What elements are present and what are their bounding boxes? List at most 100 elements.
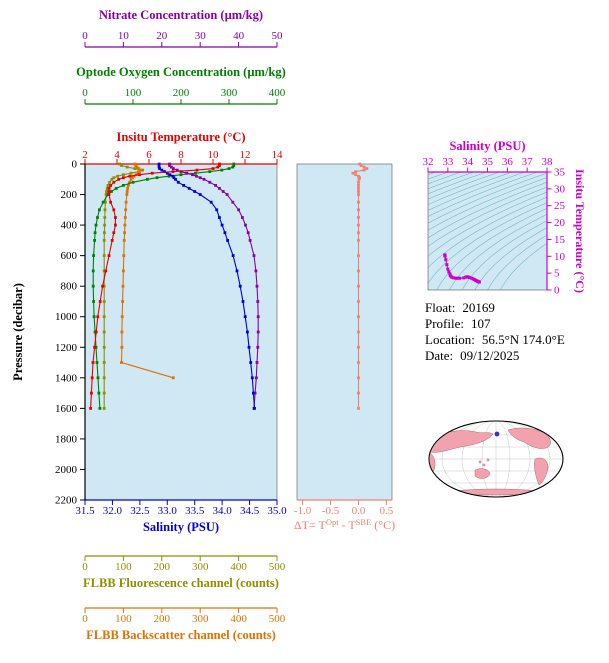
svg-text:30: 30 [554, 183, 566, 195]
info-location: Location: 56.5°N 174.0°E [425, 332, 565, 348]
info-profile-label: Profile: [425, 316, 464, 331]
svg-text:50: 50 [272, 30, 284, 42]
x-axis-backscatter: 0 100 200 300 400 500 FLBB Backscatter channel… [82, 607, 286, 642]
svg-text:35.0: 35.0 [267, 505, 287, 517]
svg-text:0.0: 0.0 [352, 505, 366, 517]
svg-text:200: 200 [173, 87, 190, 99]
svg-text:FLBB Backscatter channel (coun: FLBB Backscatter channel (counts) [86, 628, 276, 642]
svg-text:32: 32 [423, 156, 434, 168]
svg-text:800: 800 [61, 281, 78, 293]
svg-text:100: 100 [115, 561, 132, 573]
x-axis-oxygen: 0 100 200 300 400 Optode Oxygen Concentration… [76, 65, 286, 105]
series-ts [443, 253, 481, 284]
float-info-block: Float: 20169 Profile: 107 Location: 56.5°N … [425, 300, 565, 364]
svg-text:20: 20 [156, 30, 168, 42]
svg-text:4: 4 [114, 149, 120, 161]
svg-text:6: 6 [146, 149, 152, 161]
svg-text:14: 14 [272, 149, 284, 161]
svg-text:1000: 1000 [55, 311, 78, 323]
svg-text:0: 0 [72, 159, 78, 171]
svg-text:2000: 2000 [55, 464, 78, 476]
delta-t-panel: -1.0 -0.5 0.0 0.5ΔT= TOpt - TSBE (°C) [294, 162, 395, 532]
svg-text:200: 200 [154, 613, 171, 625]
svg-text:34: 34 [462, 156, 474, 168]
info-profile-value: 107 [471, 316, 491, 331]
x-axis-fluorescence: 0 100 200 300 400 500 FLBB Fluorescence channe… [82, 555, 286, 590]
svg-text:12: 12 [240, 149, 251, 161]
svg-text:32.0: 32.0 [103, 505, 123, 517]
x-axis-temperature: 2 4 6 8 10 12 14 Insitu Temperature (°C) [82, 130, 284, 165]
svg-text:10: 10 [208, 149, 220, 161]
svg-text:200: 200 [61, 189, 78, 201]
svg-text:20: 20 [554, 217, 566, 229]
info-date-label: Date: [425, 348, 454, 363]
series-nitrate [168, 162, 260, 410]
svg-text:Salinity (PSU): Salinity (PSU) [449, 139, 525, 153]
x-axis-salinity: 31.5 32.0 32.5 33.0 33.5 34.0 34.5 35.0 Salinity… [75, 499, 287, 534]
series-salinity [157, 162, 256, 410]
svg-text:300: 300 [192, 561, 209, 573]
info-location-label: Location: [425, 332, 475, 347]
svg-text:31.5: 31.5 [75, 505, 95, 517]
svg-text:400: 400 [230, 561, 247, 573]
svg-text:ΔT= TOpt - TSBE (°C): ΔT= TOpt - TSBE (°C) [294, 517, 395, 532]
svg-text:-1.0: -1.0 [294, 505, 312, 517]
svg-text:100: 100 [115, 613, 132, 625]
svg-text:25: 25 [554, 200, 566, 212]
y-axis-pressure: 0 200 400 600 800 1000 1200 1400 1600 1800 2000 220… [11, 159, 86, 507]
svg-text:0: 0 [82, 30, 88, 42]
svg-text:33.5: 33.5 [185, 505, 205, 517]
series-backscatter [120, 162, 175, 380]
svg-text:Nitrate Concentration (µm/kg): Nitrate Concentration (µm/kg) [99, 8, 263, 22]
svg-text:38: 38 [542, 156, 554, 168]
svg-text:35: 35 [482, 156, 494, 168]
svg-text:35: 35 [554, 167, 566, 179]
svg-text:33: 33 [442, 156, 454, 168]
svg-text:-0.5: -0.5 [322, 505, 340, 517]
svg-text:600: 600 [61, 250, 78, 262]
info-float: Float: 20169 [425, 300, 565, 316]
svg-text:15: 15 [554, 234, 566, 246]
svg-text:1800: 1800 [55, 433, 78, 445]
svg-text:0.5: 0.5 [380, 505, 394, 517]
svg-text:500: 500 [269, 561, 286, 573]
svg-text:0: 0 [554, 285, 560, 297]
x-axis-nitrate: 0 10 20 30 40 50 Nitrate Concentration (µm/kg) [82, 8, 284, 48]
svg-text:Pressure (decibar): Pressure (decibar) [11, 283, 25, 381]
svg-text:1400: 1400 [55, 372, 78, 384]
svg-text:200: 200 [154, 561, 171, 573]
svg-text:2200: 2200 [55, 495, 78, 507]
svg-text:Insitu Temperature (°C): Insitu Temperature (°C) [573, 169, 587, 293]
world-map [428, 420, 564, 498]
isopycnal-contours [428, 172, 547, 290]
svg-text:FLBB Fluorescence channel (cou: FLBB Fluorescence channel (counts) [83, 576, 279, 590]
svg-text:400: 400 [230, 613, 247, 625]
svg-text:34.0: 34.0 [213, 505, 233, 517]
info-location-value: 56.5°N 174.0°E [481, 332, 565, 347]
svg-text:Salinity (PSU): Salinity (PSU) [143, 520, 219, 534]
info-float-label: Float: [425, 300, 456, 315]
svg-text:32.5: 32.5 [130, 505, 150, 517]
svg-text:100: 100 [125, 87, 142, 99]
series-temperature [89, 162, 221, 410]
svg-text:36: 36 [502, 156, 514, 168]
svg-text:1200: 1200 [55, 342, 78, 354]
series-fluorescence [102, 162, 145, 410]
info-date: Date: 09/12/2025 [425, 348, 565, 364]
svg-text:5: 5 [554, 268, 560, 280]
svg-text:40: 40 [233, 30, 245, 42]
svg-text:33.0: 33.0 [158, 505, 178, 517]
svg-text:10: 10 [554, 251, 566, 263]
info-date-value: 09/12/2025 [460, 348, 520, 363]
svg-text:8: 8 [178, 149, 184, 161]
svg-text:37: 37 [522, 156, 534, 168]
svg-text:Optode Oxygen Concentration (µ: Optode Oxygen Concentration (µm/kg) [76, 65, 286, 79]
svg-text:2: 2 [82, 149, 88, 161]
info-profile: Profile: 107 [425, 316, 565, 332]
svg-text:400: 400 [269, 87, 286, 99]
svg-text:10: 10 [118, 30, 130, 42]
svg-text:0: 0 [82, 561, 88, 573]
svg-text:34.5: 34.5 [240, 505, 260, 517]
